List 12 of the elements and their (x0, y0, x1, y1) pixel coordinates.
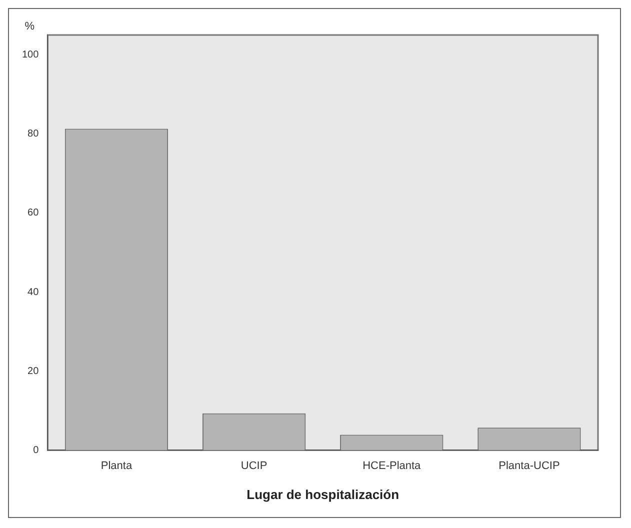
y-tick-label: 60 (28, 208, 40, 219)
x-tick-label: Planta-UCIP (498, 460, 560, 472)
y-tick-label: 0 (33, 444, 40, 456)
y-tick-label: 40 (28, 286, 40, 298)
y-tick-label: 20 (28, 366, 40, 377)
x-axis-title: Lugar de hospitalización (246, 486, 400, 502)
y-tick-label: 80 (28, 128, 40, 140)
y-axis-title: % (24, 20, 35, 33)
y-tick-label: 100 (22, 50, 40, 61)
x-tick-label: UCIP (240, 460, 268, 472)
x-tick-label: Planta (100, 460, 133, 472)
x-tick-label: HCE-Planta (362, 460, 422, 472)
